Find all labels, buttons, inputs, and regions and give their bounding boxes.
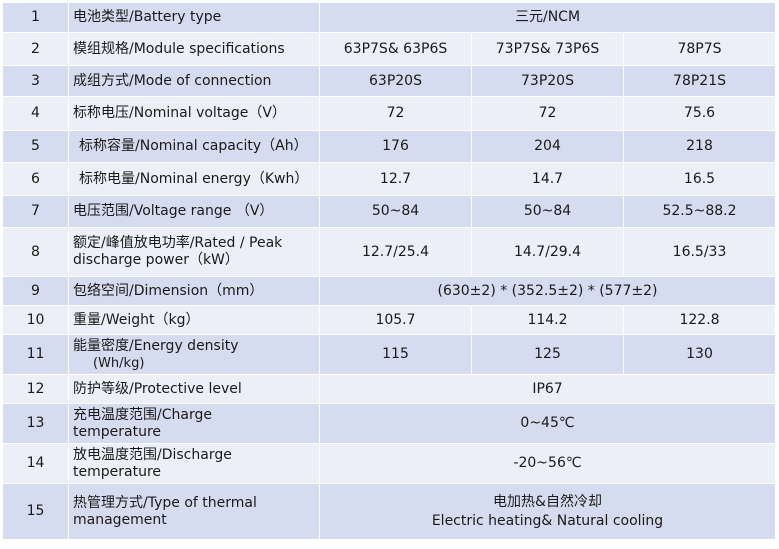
spec-value: 73P7S& 73P6S	[471, 32, 624, 66]
spec-row: 13 充电温度范围/Charge temperature 0~45℃	[2, 403, 777, 444]
spec-value: 176	[319, 130, 472, 163]
spec-row: 8 额定/峰值放电功率/Rated / Peak discharge power…	[2, 227, 777, 277]
spec-value: 78P7S	[622, 32, 777, 66]
spec-value: 12.7	[319, 162, 472, 196]
spec-value: 114.2	[471, 305, 624, 335]
spec-label-line: 热管理方式/Type of thermal	[73, 494, 257, 511]
row-number: 14	[2, 443, 69, 484]
spec-row: 11 能量密度/Energy density (Wh/kg) 115 125 1…	[2, 334, 777, 375]
row-number: 2	[2, 32, 69, 66]
spec-value: 三元/NCM	[318, 2, 777, 33]
spec-value: 14.7/29.4	[471, 227, 624, 277]
row-number: 5	[2, 130, 69, 163]
spec-value: 115	[319, 334, 472, 375]
spec-label-line: 放电温度范围/Discharge	[73, 446, 232, 463]
spec-value: 电加热&自然冷却 Electric heating& Natural cooli…	[318, 483, 777, 540]
spec-value: 75.6	[622, 96, 777, 131]
spec-label: 包络空间/Dimension（mm）	[68, 276, 320, 306]
spec-value: -20~56℃	[318, 443, 777, 484]
spec-value: 0~45℃	[318, 403, 777, 444]
spec-label-line: temperature	[73, 423, 161, 440]
spec-label: 标称电量/Nominal energy（Kwh）	[68, 162, 320, 196]
spec-value: 204	[471, 130, 624, 163]
spec-value: 50~84	[319, 195, 472, 228]
spec-label-line: 额定/峰值放电功率/Rated / Peak	[73, 235, 283, 251]
spec-row: 15 热管理方式/Type of thermal management 电加热&…	[2, 483, 777, 540]
battery-spec-table: 1 电池类型/Battery type 三元/NCM 2 模组规格/Module…	[2, 2, 777, 540]
spec-value: 63P20S	[319, 65, 472, 97]
row-number: 10	[2, 305, 69, 335]
spec-value: 12.7/25.4	[319, 227, 472, 277]
spec-label: 能量密度/Energy density (Wh/kg)	[68, 334, 320, 375]
row-number: 9	[2, 276, 69, 306]
spec-row: 4 标称电压/Nominal voltage（V） 72 72 75.6	[2, 96, 777, 131]
row-number: 11	[2, 334, 69, 375]
spec-label: 电池类型/Battery type	[68, 2, 320, 33]
spec-value: 50~84	[471, 195, 624, 228]
row-number: 3	[2, 65, 69, 97]
spec-row: 1 电池类型/Battery type 三元/NCM	[2, 2, 777, 33]
spec-label-line: 充电温度范围/Charge	[73, 406, 212, 423]
spec-label: 放电温度范围/Discharge temperature	[68, 443, 320, 484]
spec-value: IP67	[318, 374, 777, 404]
row-number: 8	[2, 227, 69, 277]
spec-value: 63P7S& 63P6S	[319, 32, 472, 66]
spec-value: 125	[471, 334, 624, 375]
spec-value: 14.7	[471, 162, 624, 196]
spec-label: 标称电压/Nominal voltage（V）	[68, 96, 320, 131]
spec-row: 5 标称容量/Nominal capacity（Ah） 176 204 218	[2, 130, 777, 163]
spec-row: 9 包络空间/Dimension（mm） (630±2) * (352.5±2)…	[2, 276, 777, 306]
spec-value: 78P21S	[622, 65, 777, 97]
row-number: 6	[2, 162, 69, 196]
spec-value-line: Electric heating& Natural cooling	[431, 512, 664, 529]
spec-row: 10 重量/Weight（kg） 105.7 114.2 122.8	[2, 305, 777, 335]
spec-label: 重量/Weight（kg）	[68, 305, 320, 335]
spec-label-line: discharge power（kW）	[73, 252, 239, 268]
spec-label: 标称容量/Nominal capacity（Ah）	[68, 130, 320, 163]
spec-label: 防护等级/Protective level	[68, 374, 320, 404]
spec-label: 热管理方式/Type of thermal management	[68, 483, 320, 540]
spec-row: 12 防护等级/Protective level IP67	[2, 374, 777, 404]
spec-label-line: temperature	[73, 463, 161, 480]
spec-label-line: 能量密度/Energy density	[73, 337, 239, 354]
spec-value: 73P20S	[471, 65, 624, 97]
spec-row: 14 放电温度范围/Discharge temperature -20~56℃	[2, 443, 777, 484]
spec-label: 模组规格/Module specifications	[68, 32, 320, 66]
spec-label-line: management	[73, 511, 167, 528]
row-number: 4	[2, 96, 69, 131]
spec-value: 130	[622, 334, 777, 375]
spec-label: 成组方式/Mode of connection	[68, 65, 320, 97]
spec-value: 105.7	[319, 305, 472, 335]
row-number: 13	[2, 403, 69, 444]
spec-value: 72	[319, 96, 472, 131]
spec-row: 6 标称电量/Nominal energy（Kwh） 12.7 14.7 16.…	[2, 162, 777, 196]
spec-label-unit: (Wh/kg)	[93, 355, 145, 371]
row-number: 15	[2, 483, 69, 540]
row-number: 12	[2, 374, 69, 404]
spec-row: 2 模组规格/Module specifications 63P7S& 63P6…	[2, 32, 777, 66]
spec-label: 额定/峰值放电功率/Rated / Peak discharge power（k…	[68, 227, 320, 277]
spec-value: 52.5~88.2	[622, 195, 777, 228]
spec-value: 16.5/33	[622, 227, 777, 277]
spec-label: 充电温度范围/Charge temperature	[68, 403, 320, 444]
spec-label: 电压范围/Voltage range （V）	[68, 195, 320, 228]
spec-value: 16.5	[622, 162, 777, 196]
spec-value: 72	[471, 96, 624, 131]
row-number: 7	[2, 195, 69, 228]
spec-row: 7 电压范围/Voltage range （V） 50~84 50~84 52.…	[2, 195, 777, 228]
spec-value: (630±2) * (352.5±2) * (577±2)	[318, 276, 777, 306]
spec-row: 3 成组方式/Mode of connection 63P20S 73P20S …	[2, 65, 777, 97]
spec-value: 122.8	[622, 305, 777, 335]
spec-value: 218	[622, 130, 777, 163]
spec-value-line: 电加热&自然冷却	[493, 493, 602, 510]
row-number: 1	[2, 2, 69, 33]
